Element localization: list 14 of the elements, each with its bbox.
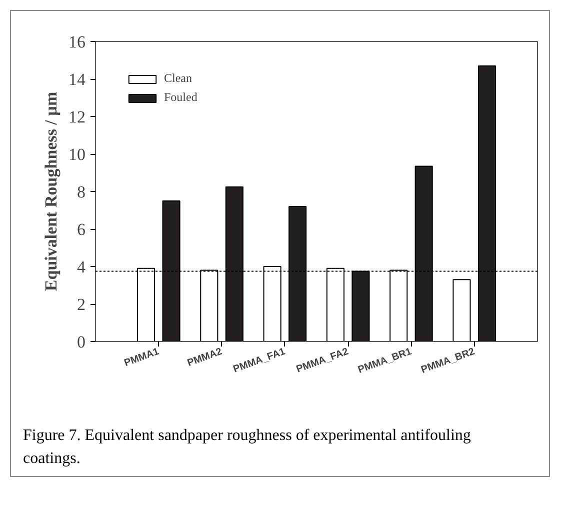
y-tick-label: 0	[77, 332, 86, 352]
legend-label: Clean	[164, 71, 192, 86]
y-tick-label: 8	[77, 182, 86, 202]
y-tick-label: 12	[68, 108, 86, 126]
bar	[452, 279, 471, 342]
y-tick-label: 4	[77, 258, 86, 276]
legend-label: Fouled	[164, 90, 198, 105]
y-tick-label: 16	[68, 32, 86, 52]
y-tick-label: 2	[77, 295, 86, 314]
y-axis-title: Equivalent Roughness / µm	[42, 92, 60, 292]
caption: Figure 7. Equivalent sandpaper roughness of experimental antifouling coatings.	[23, 426, 472, 469]
y-tick-label: 14	[68, 70, 86, 89]
y-tick-label: 10	[68, 145, 86, 164]
y-tick-label: 6	[77, 220, 86, 239]
